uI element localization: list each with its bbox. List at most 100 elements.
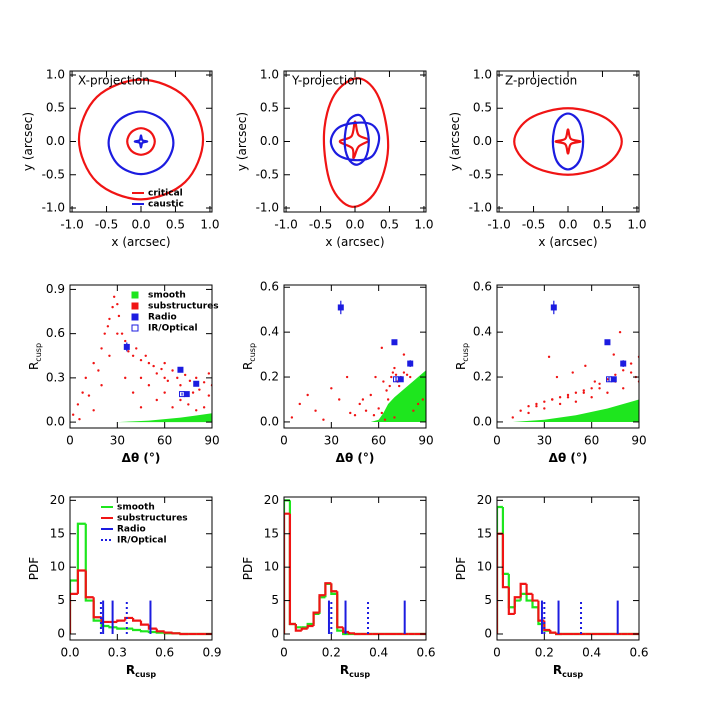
frame xyxy=(69,284,213,429)
x-axis-label: Rcusp xyxy=(340,663,370,679)
y-tick-label: 10 xyxy=(477,560,492,574)
curve xyxy=(554,128,582,155)
x-tick-label: 60 xyxy=(157,434,172,448)
x-axis-label: x (arcsec) xyxy=(325,235,384,249)
histogram-step xyxy=(84,523,94,602)
x-axis-label-main: x (arcsec) xyxy=(111,235,170,249)
y-axis-label-main: R xyxy=(454,362,468,370)
point xyxy=(177,366,184,373)
y-axis-label-main: PDF xyxy=(454,557,468,580)
legend-label: IR/Optical xyxy=(148,324,198,334)
legend-label: Radio xyxy=(148,313,177,323)
histogram-step xyxy=(300,627,308,631)
y-tick-label: 0.0 xyxy=(473,414,492,428)
point xyxy=(421,398,425,401)
point xyxy=(183,373,187,377)
y-tick-label: 0.6 xyxy=(46,326,65,340)
histogram-step xyxy=(155,628,165,633)
y-axis-label: PDF xyxy=(27,557,41,580)
x-tick-label: 60 xyxy=(371,434,386,448)
histogram-step xyxy=(531,593,539,602)
area xyxy=(512,399,639,422)
frame xyxy=(496,284,640,429)
y-tick-label: 0.5 xyxy=(260,101,279,115)
y-tick-label: 0.6 xyxy=(473,280,492,294)
point xyxy=(407,360,414,367)
point xyxy=(207,372,211,375)
x-tick-label: 0.6 xyxy=(155,646,174,660)
point xyxy=(555,375,559,379)
curve xyxy=(551,112,585,171)
x-tick-label: 0.0 xyxy=(558,218,577,232)
frame xyxy=(283,284,427,429)
point xyxy=(139,358,143,362)
y-axis-label-sub: cusp xyxy=(461,343,470,362)
point xyxy=(590,396,593,399)
point xyxy=(163,391,166,394)
x-axis-label: Rcusp xyxy=(126,663,156,679)
point xyxy=(108,354,111,357)
y-tick-label: 15 xyxy=(264,526,279,540)
point xyxy=(349,411,352,415)
y-tick-label: 15 xyxy=(50,526,65,540)
point xyxy=(393,376,400,383)
point xyxy=(604,339,611,346)
plot-area xyxy=(77,78,205,201)
point xyxy=(298,402,301,406)
point xyxy=(166,379,170,383)
point xyxy=(123,343,130,350)
point xyxy=(76,403,80,406)
point xyxy=(179,398,182,402)
point xyxy=(195,409,198,412)
point xyxy=(87,394,91,397)
point xyxy=(382,380,385,383)
x-axis-label: Δθ (°) xyxy=(122,451,161,465)
x-tick-label: -0.5 xyxy=(95,218,118,232)
histogram-step xyxy=(70,592,78,634)
x-axis-label-main: Δθ (°) xyxy=(336,451,375,465)
y-axis-label-sub: cusp xyxy=(34,343,43,362)
point xyxy=(547,355,551,359)
x-tick-label: -1.0 xyxy=(60,218,83,232)
y-tick-label: -1.0 xyxy=(42,201,65,215)
point xyxy=(124,339,127,343)
x-axis-label-sub: cusp xyxy=(135,670,156,679)
histogram-step xyxy=(132,628,141,632)
point xyxy=(127,350,130,353)
legend-label: Radio xyxy=(117,525,146,535)
panel: 0 30 60 90 0.0 0.3 0.6 0.9 Δθ (°) Rcusp smoothsubs… xyxy=(27,282,220,465)
x-axis-label-main: R xyxy=(340,663,349,677)
point xyxy=(71,413,75,416)
point xyxy=(377,407,380,410)
point xyxy=(535,402,538,406)
histogram-step xyxy=(124,616,134,621)
y-tick-label: 0.5 xyxy=(473,101,492,115)
y-tick-label: 20 xyxy=(477,493,492,507)
histogram-step xyxy=(139,629,149,633)
point xyxy=(179,391,186,398)
frame xyxy=(496,496,640,641)
point xyxy=(584,364,587,368)
x-tick-label: 0.5 xyxy=(380,218,399,232)
x-axis-label: x (arcsec) xyxy=(538,235,597,249)
point xyxy=(171,406,174,409)
point xyxy=(155,398,158,402)
point xyxy=(191,391,195,394)
x-axis-label-main: R xyxy=(126,663,135,677)
x-tick-label: 0.9 xyxy=(202,646,221,660)
histogram-step xyxy=(501,533,509,589)
y-tick-label: 10 xyxy=(264,560,279,574)
y-axis-label-main: y (arcsec) xyxy=(21,112,35,171)
point xyxy=(391,371,395,374)
point xyxy=(120,332,124,335)
y-tick-label: 0.4 xyxy=(473,325,492,339)
point xyxy=(598,382,601,385)
point xyxy=(345,375,349,379)
point xyxy=(314,409,317,412)
x-axis-label: x (arcsec) xyxy=(111,235,170,249)
histogram-step xyxy=(70,579,78,634)
point xyxy=(582,391,585,394)
panel-title: Z-projection xyxy=(505,74,577,88)
